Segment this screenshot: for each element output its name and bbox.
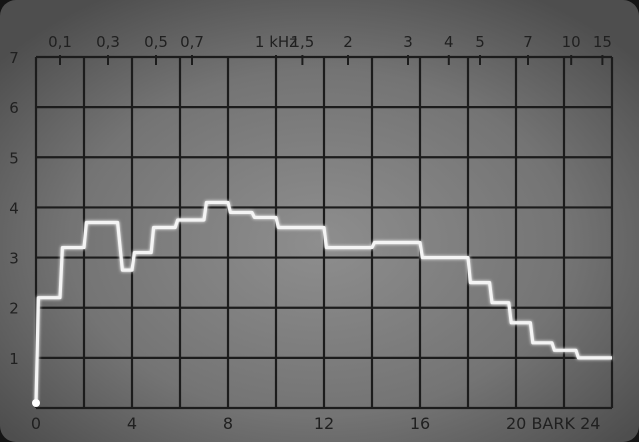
top-tick-label: 10 xyxy=(562,33,581,51)
x-tick-label: 4 xyxy=(127,414,137,433)
top-tick-label: 3 xyxy=(403,33,413,51)
x-tick-label: 20 BARK 24 xyxy=(506,414,600,433)
y-tick-label: 6 xyxy=(9,99,19,117)
top-tick-label: 0,1 xyxy=(48,33,72,51)
y-axis-ticks: 1 2 3 4 5 6 7 xyxy=(9,49,19,368)
top-tick-label: 5 xyxy=(475,33,485,51)
top-tick-label: 2 xyxy=(343,33,353,51)
top-tick-label: 0,3 xyxy=(96,33,120,51)
y-tick-label: 7 xyxy=(9,49,19,67)
x-tick-label: 16 xyxy=(410,414,430,433)
x-tick-label: 12 xyxy=(314,414,334,433)
top-tick-label: 15 xyxy=(593,33,612,51)
trace-series xyxy=(32,200,612,407)
trace-start-point xyxy=(32,398,40,407)
y-tick-label: 1 xyxy=(9,350,19,368)
series-line xyxy=(34,200,612,404)
top-tick-label: 7 xyxy=(523,33,533,51)
y-tick-label: 4 xyxy=(9,199,19,217)
top-tick-label: 1 kHz xyxy=(255,33,297,51)
top-tick-label: 0,7 xyxy=(180,33,204,51)
x-axis-ticks: 0 4 8 12 16 20 BARK 24 xyxy=(31,414,601,433)
y-tick-label: 5 xyxy=(9,149,19,167)
y-tick-label: 3 xyxy=(9,250,19,268)
top-tick-label: 4 xyxy=(444,33,454,51)
top-tick-label: 1,5 xyxy=(290,33,314,51)
x-tick-label: 0 xyxy=(31,414,41,433)
y-tick-label: 2 xyxy=(9,300,19,318)
x-tick-label: 8 xyxy=(223,414,233,433)
top-tick-label: 0,5 xyxy=(144,33,168,51)
